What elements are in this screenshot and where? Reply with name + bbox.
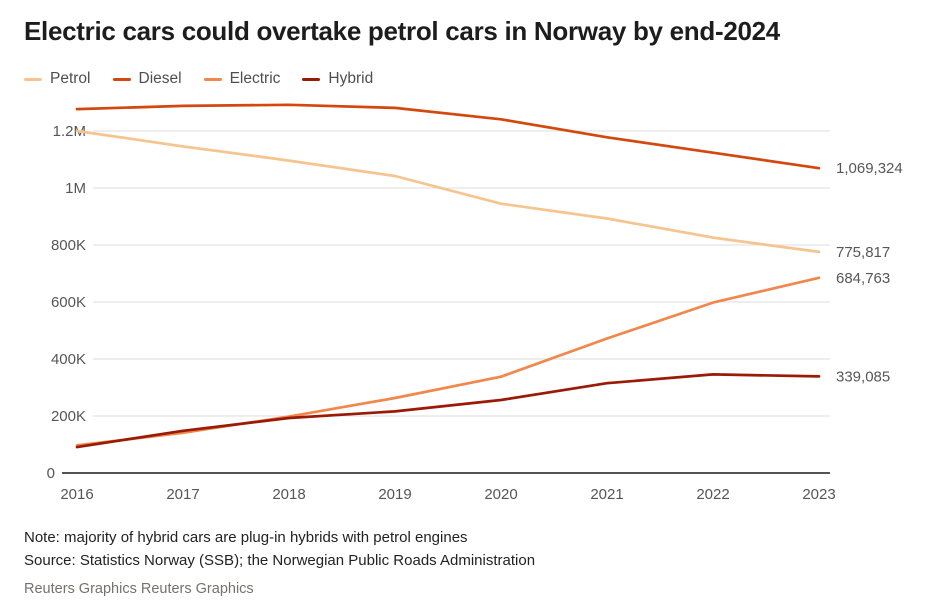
source-line: Source: Statistics Norway (SSB); the Nor… bbox=[24, 552, 536, 569]
legend-label: Diesel bbox=[138, 70, 182, 87]
legend-label: Electric bbox=[229, 70, 281, 87]
legend-label: Hybrid bbox=[328, 70, 374, 87]
y-tick-label: 200K bbox=[51, 408, 86, 425]
x-tick-label: 2017 bbox=[166, 486, 199, 503]
hybrid-line-swatch-icon bbox=[302, 77, 321, 81]
x-tick-label: 2020 bbox=[484, 486, 517, 503]
x-tick-label: 2021 bbox=[590, 486, 623, 503]
footnote: Note: majority of hybrid cars are plug-i… bbox=[24, 529, 468, 546]
chart-title: Electric cars could overtake petrol cars… bbox=[24, 16, 780, 46]
y-tick-label: 0 bbox=[47, 465, 55, 482]
series-end-value-label: 775,817 bbox=[836, 244, 890, 261]
diesel-line-swatch-icon bbox=[112, 77, 131, 81]
credit-line: Reuters Graphics Reuters Graphics bbox=[24, 581, 254, 597]
series-end-value-label: 1,069,324 bbox=[836, 160, 903, 177]
series-end-value-label: 339,085 bbox=[836, 368, 890, 385]
legend-item-diesel: Diesel bbox=[112, 70, 182, 88]
x-tick-label: 2023 bbox=[802, 486, 835, 503]
y-tick-label: 800K bbox=[51, 237, 86, 254]
x-tick-label: 2018 bbox=[272, 486, 305, 503]
petrol-line-swatch-icon bbox=[24, 77, 42, 81]
x-tick-label: 2019 bbox=[378, 486, 411, 503]
y-tick-label: 1M bbox=[65, 180, 86, 197]
chart-line-electric bbox=[75, 276, 821, 447]
chart-line-diesel bbox=[75, 103, 821, 170]
legend-item-petrol: Petrol bbox=[24, 70, 91, 88]
y-tick-label: 600K bbox=[51, 294, 86, 311]
legend-item-hybrid: Hybrid bbox=[302, 70, 373, 88]
legend-item-electric: Electric bbox=[203, 70, 281, 88]
chart-footer: Note: majority of hybrid cars are plug-i… bbox=[24, 526, 924, 597]
legend-label: Petrol bbox=[50, 70, 91, 87]
chart-legend: Petrol Diesel Electric Hybrid bbox=[24, 70, 373, 88]
x-tick-label: 2022 bbox=[696, 486, 729, 503]
x-tick-label: 2016 bbox=[60, 486, 93, 503]
electric-line-swatch-icon bbox=[203, 77, 222, 81]
y-tick-label: 1.2M bbox=[53, 123, 86, 140]
chart-line-petrol bbox=[75, 129, 821, 254]
series-end-value-label: 684,763 bbox=[836, 270, 890, 287]
chart-line-hybrid bbox=[75, 373, 821, 449]
y-tick-label: 400K bbox=[51, 351, 86, 368]
